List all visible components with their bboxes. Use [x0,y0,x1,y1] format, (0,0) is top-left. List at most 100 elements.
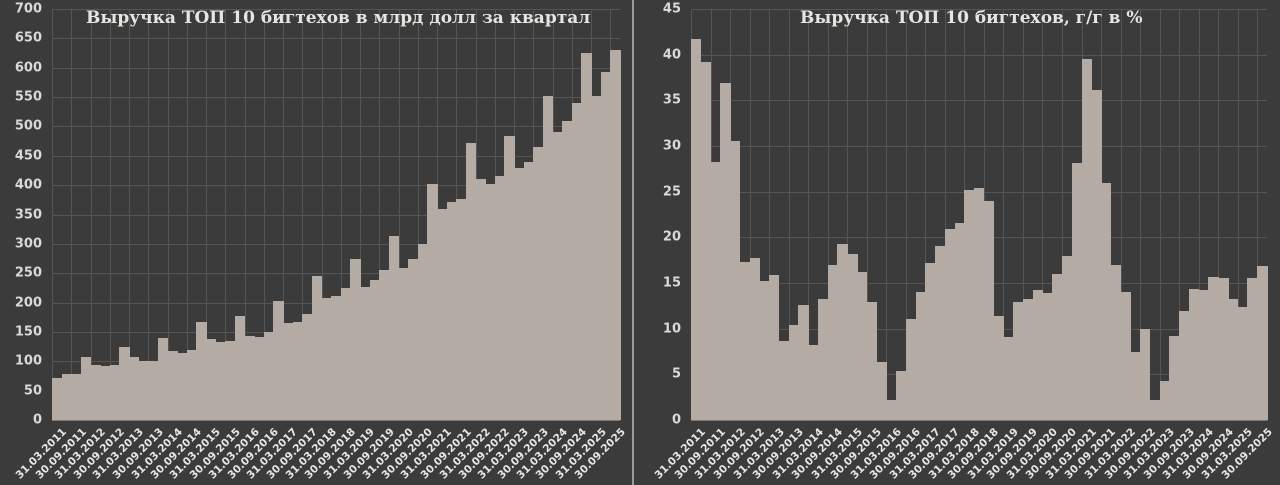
gridline-vertical [148,9,150,420]
y-tick-label: 20 [662,229,681,245]
bar [388,236,400,420]
bar [1091,90,1102,420]
bar [52,377,63,420]
bar [514,167,525,420]
bar [905,318,917,420]
bar [1169,335,1180,420]
bar [1198,290,1210,420]
gridline-vertical [1159,9,1161,420]
bar [1257,265,1268,420]
gridline-vertical [340,9,342,420]
gridline-vertical [944,9,946,420]
bar [925,262,936,420]
bar [533,146,544,420]
bar [283,323,294,420]
bar [244,336,255,420]
gridline-vertical [302,9,304,420]
gridline-vertical [283,9,285,420]
bar [739,262,751,420]
gridline-vertical [1003,9,1005,420]
gridline-vertical [167,9,169,420]
bar [1022,299,1034,420]
bar [571,102,583,420]
gridline-vertical [129,9,131,420]
gridline-vertical [769,9,771,420]
bar [808,345,819,420]
bar [1110,264,1122,420]
bar [700,61,712,420]
bar [847,253,858,420]
gridline-vertical [186,9,188,420]
bar [769,274,780,420]
bar [1003,336,1014,420]
bar [437,208,448,420]
bar [1159,380,1170,420]
y-tick-label: 650 [14,30,42,46]
bar [177,353,188,420]
bar [523,161,534,420]
growth-chart-title: Выручка ТОП 10 бигтехов, г/г в % [800,8,1143,28]
y-tick-label: 5 [671,366,681,382]
bar [61,374,72,420]
gridline-vertical [71,9,73,420]
gridline-vertical [90,9,92,420]
y-tick-label: 30 [662,138,681,154]
bar [1140,328,1151,420]
bar [504,136,515,420]
bar [827,264,839,420]
bar [1061,255,1073,420]
gridline-horizontal [691,146,1267,147]
gridline-vertical [206,9,208,420]
y-tick-label: 700 [14,1,42,17]
y-tick-label: 500 [14,118,42,134]
bar [234,315,246,420]
bar [749,258,760,420]
bar [80,356,92,420]
bar [360,287,371,420]
bar [1130,351,1141,420]
bar [866,302,878,420]
gridline-vertical [1120,9,1122,420]
bar [552,132,563,420]
panel-divider [632,0,634,485]
x-axis-line [52,420,620,421]
bar [1247,277,1258,420]
y-tick-label: 250 [14,265,42,281]
bar [196,321,207,420]
gridline-vertical [905,9,907,420]
bar [954,222,965,420]
bar [720,82,731,420]
bar [1120,292,1131,420]
gridline-vertical [109,9,111,420]
bar [896,370,907,420]
y-tick-label: 0 [671,412,681,428]
gridline-vertical [1022,9,1024,420]
gridline-vertical [1042,9,1044,420]
bar [350,259,361,420]
bar [935,246,946,420]
bar [542,95,554,420]
bar [856,272,868,420]
bar [600,72,611,420]
bar [1052,273,1063,420]
gridline-vertical [360,9,362,420]
gridline-vertical [749,9,751,420]
bar [974,188,985,420]
bar [1227,298,1239,420]
bar [71,374,82,420]
gridline-horizontal [52,243,620,245]
bar [379,270,390,420]
bar [1179,311,1190,420]
y-tick-label: 600 [14,60,42,76]
y-tick-label: 40 [662,47,681,63]
y-tick-label: 100 [14,353,42,369]
bar [254,337,265,420]
bar [1237,306,1249,420]
y-tick-label: 550 [14,89,42,105]
bar [759,281,770,420]
y-tick-label: 350 [14,207,42,222]
bar [157,337,169,420]
bar [129,356,140,420]
gridline-vertical [1198,9,1200,420]
bar [1032,290,1044,420]
